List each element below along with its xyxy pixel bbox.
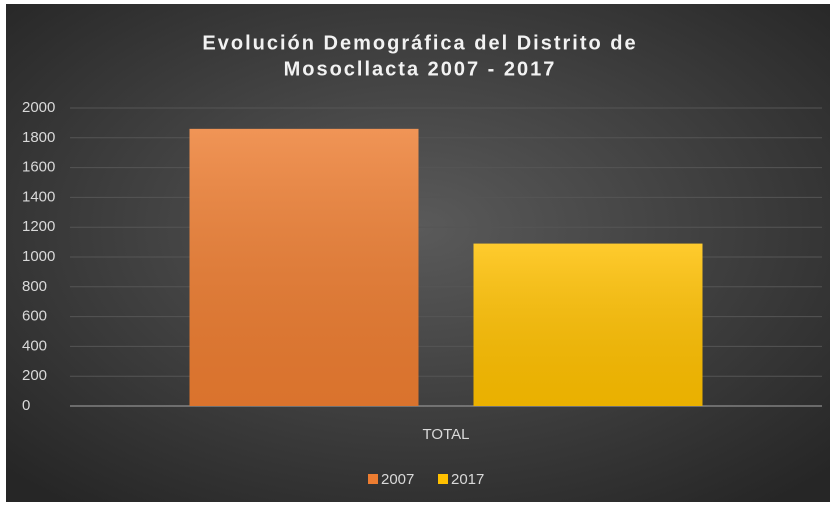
y-tick-label: 600 <box>22 308 47 325</box>
y-tick-label: 0 <box>22 397 30 414</box>
y-tick-label: 800 <box>22 278 47 295</box>
legend-label: 2007 <box>381 471 414 488</box>
y-tick-label: 1400 <box>22 188 55 205</box>
y-tick-label: 1200 <box>22 218 55 235</box>
y-tick-label: 1000 <box>22 248 55 265</box>
legend-label: 2017 <box>451 471 484 488</box>
chart-title: Evolución Demográfica del Distrito de <box>202 32 637 54</box>
legend-swatch <box>368 474 378 484</box>
y-tick-label: 1800 <box>22 129 55 146</box>
y-tick-label: 400 <box>22 337 47 354</box>
chart-title: Mosocllacta 2007 - 2017 <box>284 58 557 80</box>
y-tick-label: 200 <box>22 367 47 384</box>
x-tick-label: TOTAL <box>423 426 470 443</box>
legend-swatch <box>438 474 448 484</box>
bar <box>473 243 703 406</box>
y-tick-label: 2000 <box>22 99 55 116</box>
y-tick-label: 1600 <box>22 159 55 176</box>
bar <box>189 128 419 407</box>
